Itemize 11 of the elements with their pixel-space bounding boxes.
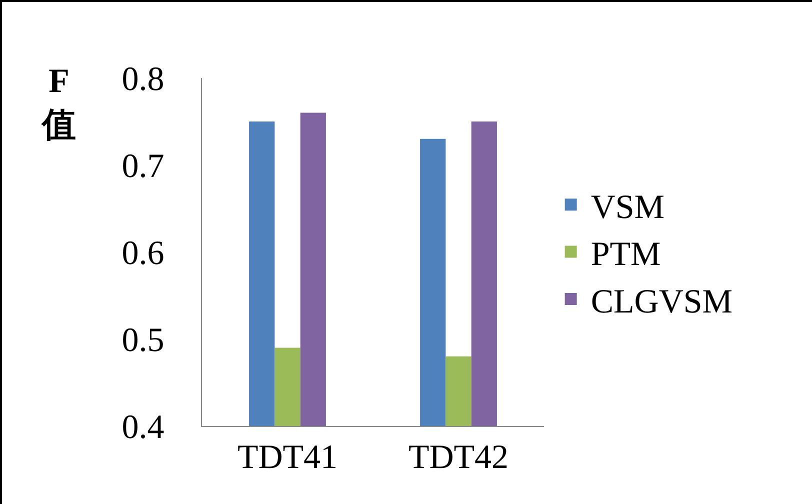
- y-tick-label: 0.8: [122, 60, 164, 98]
- y-tick-label: 0.7: [122, 148, 164, 185]
- x-tick-label: TDT41: [237, 438, 338, 476]
- legend-label: CLGVSM: [590, 283, 733, 320]
- y-axis-title: F值: [40, 63, 76, 144]
- y-tick-label: 0.4: [122, 408, 164, 446]
- legend-label: PTM: [590, 236, 661, 274]
- y-tick-label: 0.5: [122, 322, 164, 359]
- y-tick-label: 0.6: [122, 234, 164, 272]
- x-tick-label: TDT42: [408, 438, 509, 476]
- legend-label: VSM: [590, 188, 665, 226]
